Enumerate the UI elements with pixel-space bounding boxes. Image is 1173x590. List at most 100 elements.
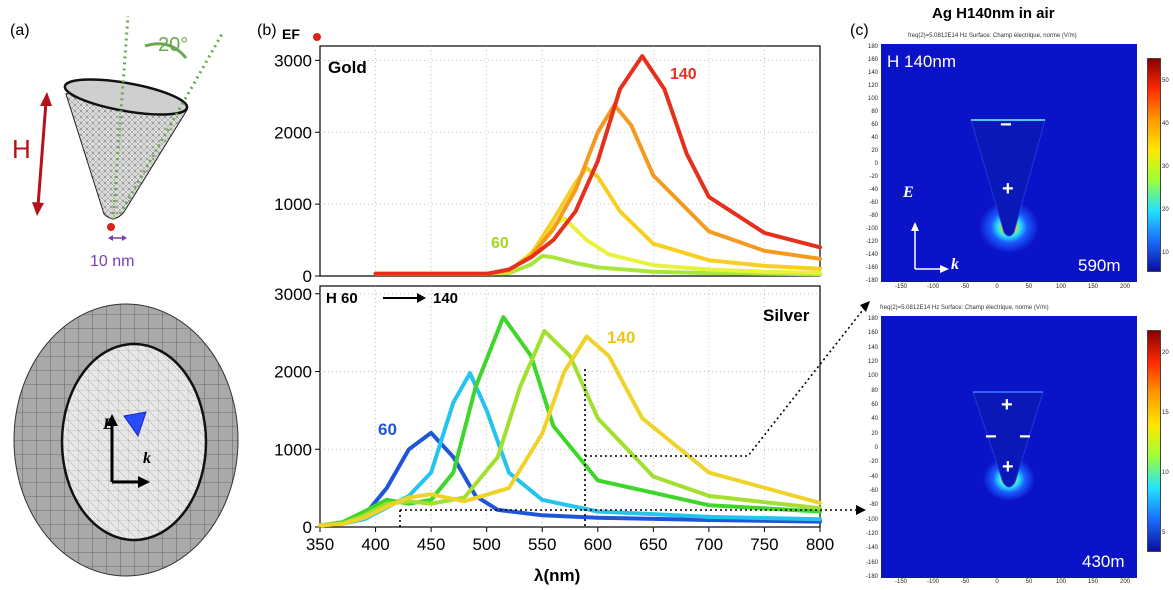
- map-y-tick-label: -60: [869, 200, 878, 206]
- top-wavelength: 590m: [1078, 256, 1121, 275]
- cone-schematic: [32, 15, 224, 241]
- x-tick-label: 750: [750, 535, 778, 554]
- map-y-tick-label: -100: [865, 516, 878, 523]
- bottom-colorbar-ticks: 20 15 10 5: [1161, 330, 1173, 550]
- map-y-tick-label: 0: [874, 161, 878, 167]
- map-x-tick-label: 0: [995, 579, 999, 585]
- gold-140-label: 140: [670, 66, 697, 83]
- gold-y-tick-label: 0: [303, 267, 312, 286]
- map-y-tick-label: 40: [871, 135, 878, 141]
- top-inner-label: H 140nm: [887, 52, 956, 71]
- bottom-y-axis: 180 160 140 120 100 80 60 40 20 0 -20 -40 -60 -80 -100…: [858, 316, 880, 580]
- map-y-tick-label: 20: [871, 430, 878, 437]
- map-x-tick-label: -50: [960, 579, 970, 585]
- h-range-arrow: [383, 297, 419, 299]
- gold-series-2: [373, 166, 822, 276]
- top-map-header: freq(2)=5.0812E14 Hz Surface: Champ élec…: [908, 33, 1077, 39]
- top-k-label: k: [951, 256, 959, 273]
- bottom-colorbar: [1147, 330, 1161, 552]
- silver-y-tick-label: 3000: [274, 285, 312, 304]
- gold-series-4: [373, 54, 822, 276]
- map-x-tick-label: 100: [1055, 579, 1067, 585]
- map-y-tick-label: -80: [869, 213, 878, 219]
- angle-arc: [144, 42, 188, 59]
- map-y-tick-label: -180: [865, 278, 878, 284]
- tip-dot: [107, 223, 115, 231]
- map-y-tick-label: 80: [871, 387, 878, 394]
- map-y-tick-label: -140: [865, 545, 878, 552]
- h-range-arrowhead: [417, 293, 426, 303]
- map-x-tick-label: 150: [1087, 284, 1099, 290]
- top-plus: +: [1002, 178, 1014, 200]
- h-range-start: H 60: [326, 290, 358, 307]
- x-tick-label: 650: [639, 535, 667, 554]
- silver-y-tick-label: 2000: [274, 363, 312, 382]
- side-line: [118, 33, 224, 215]
- map-y-tick-label: -100: [865, 226, 878, 232]
- colorbar-tick-label: 5: [1162, 530, 1166, 536]
- map-y-tick-label: 80: [871, 109, 878, 115]
- panel-c-title: Ag H140nm in air: [932, 5, 1055, 22]
- map-y-tick-label: -60: [869, 488, 878, 494]
- map-y-tick-label: 120: [867, 359, 878, 365]
- map-x-tick-label: 150: [1087, 579, 1099, 585]
- map-y-tick-label: 60: [871, 402, 878, 408]
- height-arrow: [36, 101, 48, 207]
- h-range-end: 140: [433, 290, 459, 307]
- top-colorbar-ticks: 50 40 30 20 10: [1161, 58, 1173, 270]
- top-field-map: H 140nm − + E k 590m: [881, 44, 1137, 282]
- panel-c-label: (c): [850, 22, 869, 39]
- x-tick-label: 700: [695, 535, 723, 554]
- bottom-minus-left: −: [985, 426, 997, 448]
- map-y-tick-label: 140: [867, 344, 878, 351]
- bottom-x-axis: -150 -100 -50 0 50 100 150 200: [881, 579, 1137, 589]
- x-axis-label: λ(nm): [534, 566, 581, 585]
- x-tick-label: 500: [472, 535, 500, 554]
- gold-60-label: 60: [491, 235, 509, 252]
- axis-line: [111, 15, 130, 221]
- map-y-tick-label: -20: [869, 174, 878, 180]
- map-y-tick-label: 140: [867, 70, 878, 76]
- nanocone: [123, 411, 147, 438]
- map-y-tick-label: 60: [871, 122, 878, 128]
- bottom-plus-tip: +: [1002, 456, 1014, 478]
- e-vector-label: E: [103, 416, 114, 433]
- top-x-axis: -150 -100 -50 0 50 100 150 200: [881, 284, 1137, 294]
- top-colorbar: [1147, 58, 1161, 272]
- bottom-cone-outline: [972, 391, 1044, 488]
- map-y-tick-label: 40: [871, 416, 878, 423]
- colorbar-tick-label: 50: [1162, 78, 1169, 84]
- bottom-map-header: freq(2)=5.0812E14 Hz Surface: Champ élec…: [880, 305, 1049, 311]
- map-x-tick-label: -100: [926, 284, 940, 290]
- gold-plot-frame: [319, 45, 821, 277]
- colorbar-tick-label: 20: [1162, 350, 1169, 356]
- ef-dot: [313, 33, 321, 41]
- gold-y-tick-label: 1000: [274, 195, 312, 214]
- bottom-minus-right: −: [1019, 426, 1031, 448]
- map-y-tick-label: -80: [869, 502, 878, 509]
- bottom-wavelength: 430m: [1082, 552, 1125, 571]
- map-x-tick-label: 0: [995, 284, 999, 290]
- top-cone-outline: [970, 119, 1046, 237]
- map-y-tick-label: -40: [869, 187, 878, 193]
- map-x-tick-label: -150: [894, 284, 908, 290]
- colorbar-tick-label: 40: [1162, 121, 1169, 127]
- x-tick-label: 550: [528, 535, 556, 554]
- map-x-tick-label: 100: [1055, 284, 1067, 290]
- angle-label: 20°: [158, 34, 189, 56]
- map-y-tick-label: 100: [867, 96, 878, 102]
- gold-label: Gold: [328, 58, 367, 77]
- bottom-plus-top: +: [1001, 394, 1013, 416]
- map-y-tick-label: 180: [867, 44, 878, 50]
- bottom-field-map: + − − + 430m: [881, 316, 1137, 578]
- map-y-tick-label: 160: [867, 330, 878, 337]
- silver-plot-frame: [319, 285, 821, 528]
- panel-b-label: (b): [257, 22, 277, 39]
- map-x-tick-label: 200: [1119, 579, 1131, 585]
- colorbar-tick-label: 15: [1162, 410, 1169, 416]
- map-y-tick-label: 0: [874, 445, 878, 451]
- map-y-tick-label: -20: [869, 459, 878, 466]
- top-minus: −: [1000, 114, 1012, 136]
- map-y-tick-label: -180: [865, 574, 878, 580]
- x-tick-label: 400: [361, 535, 389, 554]
